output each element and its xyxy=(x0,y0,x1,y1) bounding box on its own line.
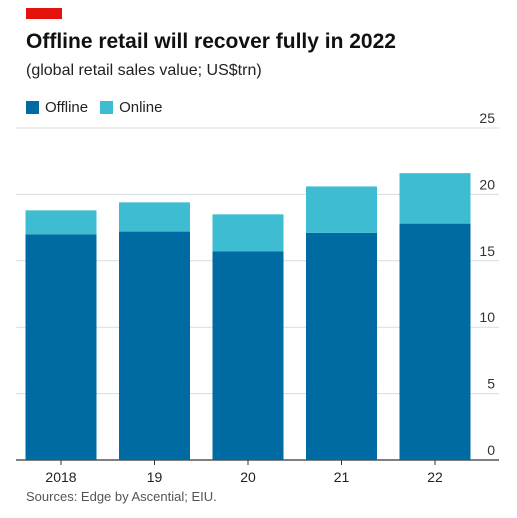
legend-label-offline: Offline xyxy=(45,99,89,116)
legend-item-online: Online xyxy=(100,99,162,116)
x-axis: 2018 19 20 21 22 xyxy=(45,460,443,485)
legend: Offline Online xyxy=(26,99,174,116)
chart-subtitle: (global retail sales value; US$trn) xyxy=(26,62,262,79)
y-tick-label: 5 xyxy=(487,376,495,392)
legend-swatch-online xyxy=(100,101,114,114)
bar-online-2018 xyxy=(25,210,97,235)
x-tick-label: 22 xyxy=(427,469,443,485)
bar-offline-21 xyxy=(306,232,377,460)
y-tick-label: 10 xyxy=(479,309,495,325)
y-tick-label: 25 xyxy=(479,110,495,126)
legend-item-offline: Offline xyxy=(26,99,88,116)
bar-offline-22 xyxy=(399,223,471,460)
bar-online-22 xyxy=(399,173,471,224)
x-tick-label: 2018 xyxy=(45,469,76,485)
bar-online-20 xyxy=(212,214,284,252)
bar-online-19 xyxy=(119,202,190,232)
y-tick-label: 15 xyxy=(479,243,495,259)
bar-online-21 xyxy=(306,186,377,233)
y-tick-label: 0 xyxy=(487,442,495,458)
y-tick-label: 20 xyxy=(479,176,495,192)
legend-label-online: Online xyxy=(119,99,163,116)
bar-offline-19 xyxy=(119,231,190,460)
x-tick-label: 20 xyxy=(240,469,256,485)
source-note: Sources: Edge by Ascential; EIU. xyxy=(26,489,217,504)
brand-tag xyxy=(26,8,62,19)
bars xyxy=(25,173,471,460)
x-tick-label: 19 xyxy=(147,469,163,485)
y-tick-labels: 0 5 10 15 20 25 xyxy=(479,110,495,458)
bar-offline-20 xyxy=(212,251,284,460)
bar-offline-2018 xyxy=(25,234,97,460)
legend-swatch-offline xyxy=(26,101,39,114)
x-tick-label: 21 xyxy=(334,469,350,485)
chart-title: Offline retail will recover fully in 202… xyxy=(26,30,396,53)
